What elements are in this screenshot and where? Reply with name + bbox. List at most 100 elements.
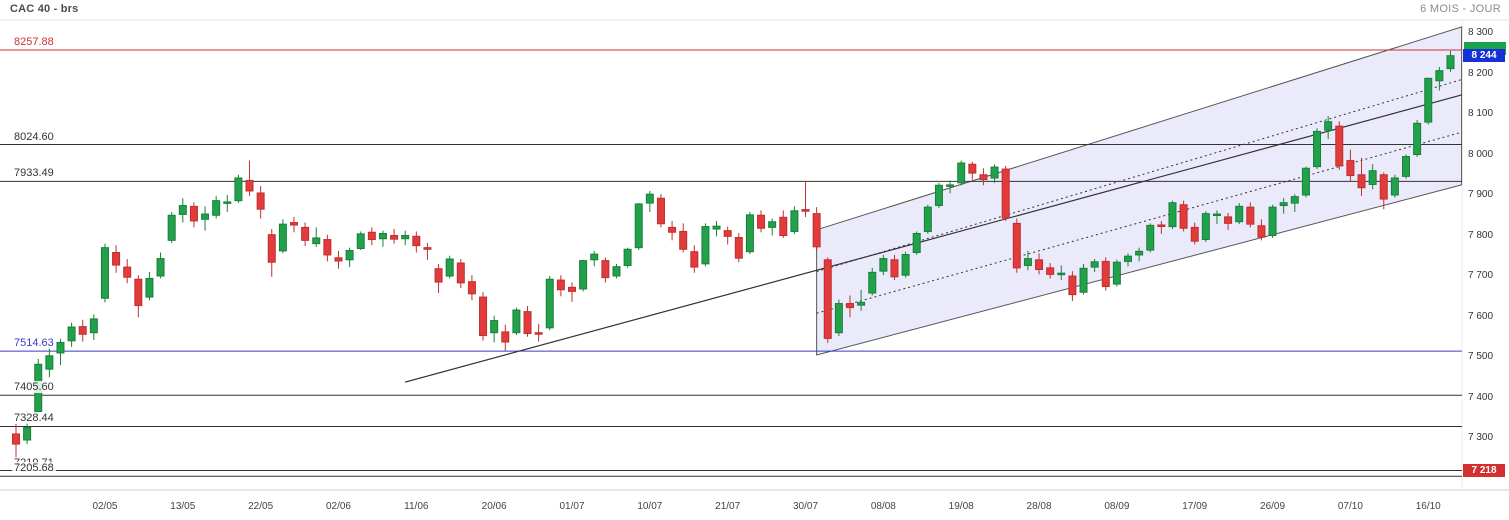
x-tick-label: 28/08 xyxy=(1026,501,1052,512)
candle xyxy=(712,225,721,230)
candle xyxy=(890,259,899,278)
candle xyxy=(145,277,154,298)
channel-median-line xyxy=(816,131,1462,314)
candle xyxy=(1112,261,1121,285)
candle xyxy=(656,197,665,225)
candle xyxy=(1046,267,1055,275)
candle xyxy=(490,320,499,334)
level-label: 7205.68 xyxy=(12,462,56,475)
candle xyxy=(1424,77,1433,123)
candle xyxy=(979,174,988,181)
candle xyxy=(745,214,754,253)
candle xyxy=(112,252,121,266)
candle xyxy=(189,205,198,222)
x-tick-label: 02/05 xyxy=(92,501,118,512)
candle xyxy=(212,200,221,216)
candle xyxy=(901,254,910,276)
candle xyxy=(290,222,298,226)
candle xyxy=(512,309,521,334)
candle xyxy=(1301,167,1310,196)
candle xyxy=(912,232,921,254)
level-label: 8024.60 xyxy=(12,130,56,143)
y-tick-label: 7 900 xyxy=(1468,189,1494,200)
candle xyxy=(1279,202,1288,207)
candle xyxy=(1368,170,1377,185)
y-tick-label: 8 200 xyxy=(1468,67,1494,79)
candle xyxy=(323,239,332,256)
candle xyxy=(879,258,888,272)
candle xyxy=(946,184,955,187)
candle xyxy=(1413,122,1422,156)
candle xyxy=(1268,206,1277,236)
candle xyxy=(78,326,87,335)
candle xyxy=(1124,255,1132,262)
x-tick-label: 13/05 xyxy=(170,501,196,512)
candle xyxy=(823,259,832,339)
candle xyxy=(1435,70,1444,82)
candle xyxy=(1235,205,1244,223)
candle xyxy=(1157,224,1166,227)
candle xyxy=(868,271,877,294)
candle xyxy=(156,258,165,277)
candle xyxy=(1246,206,1255,225)
candle xyxy=(1290,196,1299,204)
timeframe-label: 6 MOIS - JOUR xyxy=(1420,3,1501,15)
y-tick-label: 7 400 xyxy=(1468,391,1494,403)
candle xyxy=(523,311,532,335)
candle xyxy=(167,214,176,241)
candle xyxy=(67,326,76,342)
candle xyxy=(1090,261,1099,268)
candle xyxy=(934,184,943,207)
candle xyxy=(779,216,788,236)
last-price-badge: 8 244 xyxy=(1463,48,1505,62)
candle xyxy=(1190,226,1199,242)
candle xyxy=(312,237,321,245)
candle xyxy=(501,331,510,343)
x-tick-label: 07/10 xyxy=(1337,501,1363,512)
y-tick-label: 8 000 xyxy=(1468,148,1494,160)
x-tick-label: 11/06 xyxy=(404,501,429,512)
candle xyxy=(1168,202,1177,228)
low-price-badge: 7 218 xyxy=(1463,464,1505,478)
candle xyxy=(1212,213,1221,217)
level-label: 7933.49 xyxy=(12,167,56,180)
candle xyxy=(100,247,109,299)
candle xyxy=(1057,272,1066,276)
candle xyxy=(1068,275,1077,296)
candle xyxy=(734,237,743,259)
level-label: 7405.60 xyxy=(12,381,56,394)
candle xyxy=(1379,174,1388,200)
candle xyxy=(134,278,143,307)
candle xyxy=(645,193,654,204)
candle xyxy=(1201,213,1210,241)
candle xyxy=(612,266,621,277)
candle xyxy=(378,232,387,240)
candle xyxy=(301,226,310,241)
candle xyxy=(367,231,376,241)
candle xyxy=(1146,224,1155,251)
candle xyxy=(968,163,977,174)
candle xyxy=(201,213,210,220)
y-tick-label: 7 300 xyxy=(1468,432,1494,443)
candle xyxy=(668,226,677,233)
x-tick-label: 22/05 xyxy=(248,501,274,512)
instrument-title: CAC 40 - brs xyxy=(10,3,79,15)
candle xyxy=(690,251,699,268)
candle xyxy=(479,296,488,337)
candle xyxy=(356,233,365,249)
candle xyxy=(556,279,565,291)
candle xyxy=(1224,216,1233,224)
y-tick-label: 7 600 xyxy=(1468,310,1494,322)
candle xyxy=(1357,174,1366,189)
candle xyxy=(123,266,132,278)
candle xyxy=(1101,260,1110,288)
candle xyxy=(234,177,243,202)
candle xyxy=(768,221,777,228)
x-tick-label: 02/06 xyxy=(325,501,351,512)
x-tick-label: 10/07 xyxy=(637,501,663,512)
candle xyxy=(812,213,821,248)
candle xyxy=(723,230,732,237)
x-tick-label: 26/09 xyxy=(1260,501,1286,512)
candle xyxy=(390,235,399,240)
